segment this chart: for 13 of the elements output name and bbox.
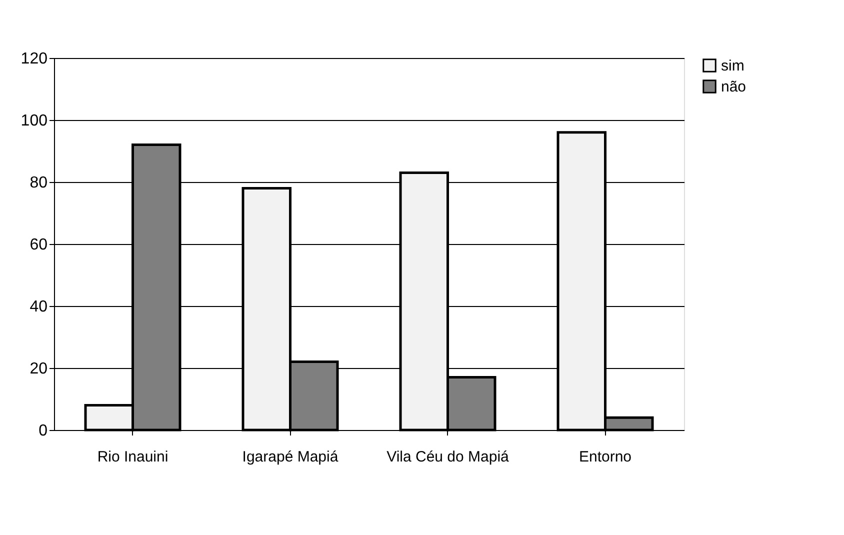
y-tick-label: 100 (20, 112, 48, 130)
x-tick-label: Rio Inauini (97, 448, 168, 466)
y-tick-label: 80 (30, 174, 48, 192)
x-tick-label: Igarapé Mapiá (242, 448, 339, 466)
y-tick-label: 40 (30, 298, 48, 316)
y-tick-label: 60 (30, 236, 48, 254)
x-tick-label: Entorno (578, 448, 632, 466)
legend-label: sim (721, 58, 744, 74)
x-tick-label: Vila Céu do Mapiá (386, 448, 510, 466)
y-tick-label: 20 (30, 360, 48, 378)
y-tick-label: 0 (38, 422, 48, 440)
y-tick-label: 120 (20, 50, 48, 68)
legend-label: não (721, 78, 746, 96)
